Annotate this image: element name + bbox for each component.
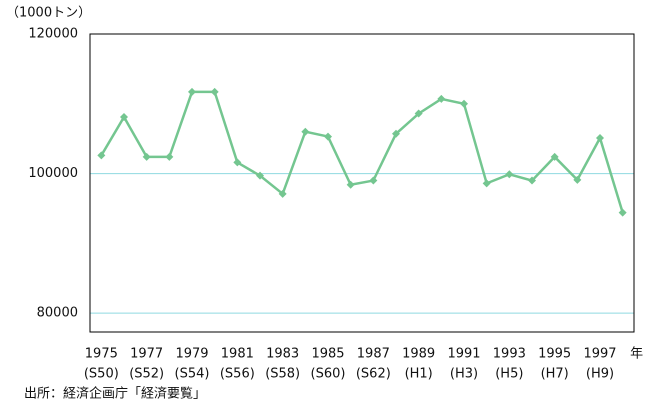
x-unit: 年: [630, 347, 643, 362]
x-sub-label: (S54): [175, 367, 210, 382]
x-tick-label: 1977: [130, 347, 163, 362]
data-point: [256, 171, 264, 180]
data-point: [120, 113, 128, 122]
x-sub-label: (H1): [405, 367, 433, 382]
x-sub-label: (S60): [311, 367, 346, 382]
data-point: [528, 176, 536, 185]
x-tick-label: 1975: [85, 347, 118, 362]
data-point: [210, 87, 219, 96]
data-point: [596, 133, 604, 142]
data-point: [324, 132, 332, 141]
data-point: [165, 152, 174, 161]
x-sub-label: (S52): [129, 367, 164, 382]
x-tick-label: 1993: [493, 347, 526, 362]
data-point: [142, 152, 151, 161]
data-point: [97, 151, 106, 160]
data-point: [188, 87, 196, 96]
y-tick-label: 80000: [37, 306, 78, 321]
x-tick-label: 1983: [266, 347, 299, 362]
y-tick-label: 120000: [28, 27, 78, 42]
data-point: [301, 127, 310, 136]
data-point: [369, 176, 378, 185]
x-sub-label: (H9): [586, 367, 614, 382]
x-tick-label: 1979: [175, 347, 208, 362]
x-sub-label: (S62): [356, 367, 391, 382]
data-point: [414, 109, 423, 118]
x-tick-label: 1995: [538, 347, 571, 362]
data-point: [550, 152, 559, 161]
data-point: [482, 179, 491, 188]
data-point: [392, 129, 400, 138]
plot-frame: [89, 33, 635, 333]
y-unit: （1000トン）: [6, 6, 91, 21]
x-sub-label: (S56): [220, 367, 255, 382]
data-line: [100, 90, 624, 214]
data-point: [505, 170, 514, 179]
data-point: [437, 94, 446, 103]
x-sub-label: (S50): [84, 367, 119, 382]
x-tick-label: 1991: [447, 347, 480, 362]
data-point: [346, 180, 355, 189]
data-point: [233, 158, 242, 167]
source-note: 出所：経済企画庁「経済要覧」: [24, 386, 206, 402]
data-point: [278, 189, 287, 198]
x-tick-label: 1981: [221, 347, 254, 362]
x-sub-label: (H5): [495, 367, 523, 382]
data-point: [618, 208, 627, 217]
y-tick-label: 100000: [28, 166, 78, 181]
data-point: [573, 175, 582, 184]
x-tick-label: 1997: [583, 347, 616, 362]
x-sub-label: (H7): [541, 367, 569, 382]
x-sub-label: (H3): [450, 367, 478, 382]
data-point: [460, 99, 468, 108]
x-sub-label: (S58): [265, 367, 300, 382]
x-tick-label: 1987: [357, 347, 390, 362]
x-tick-label: 1989: [402, 347, 435, 362]
x-tick-label: 1985: [311, 347, 344, 362]
